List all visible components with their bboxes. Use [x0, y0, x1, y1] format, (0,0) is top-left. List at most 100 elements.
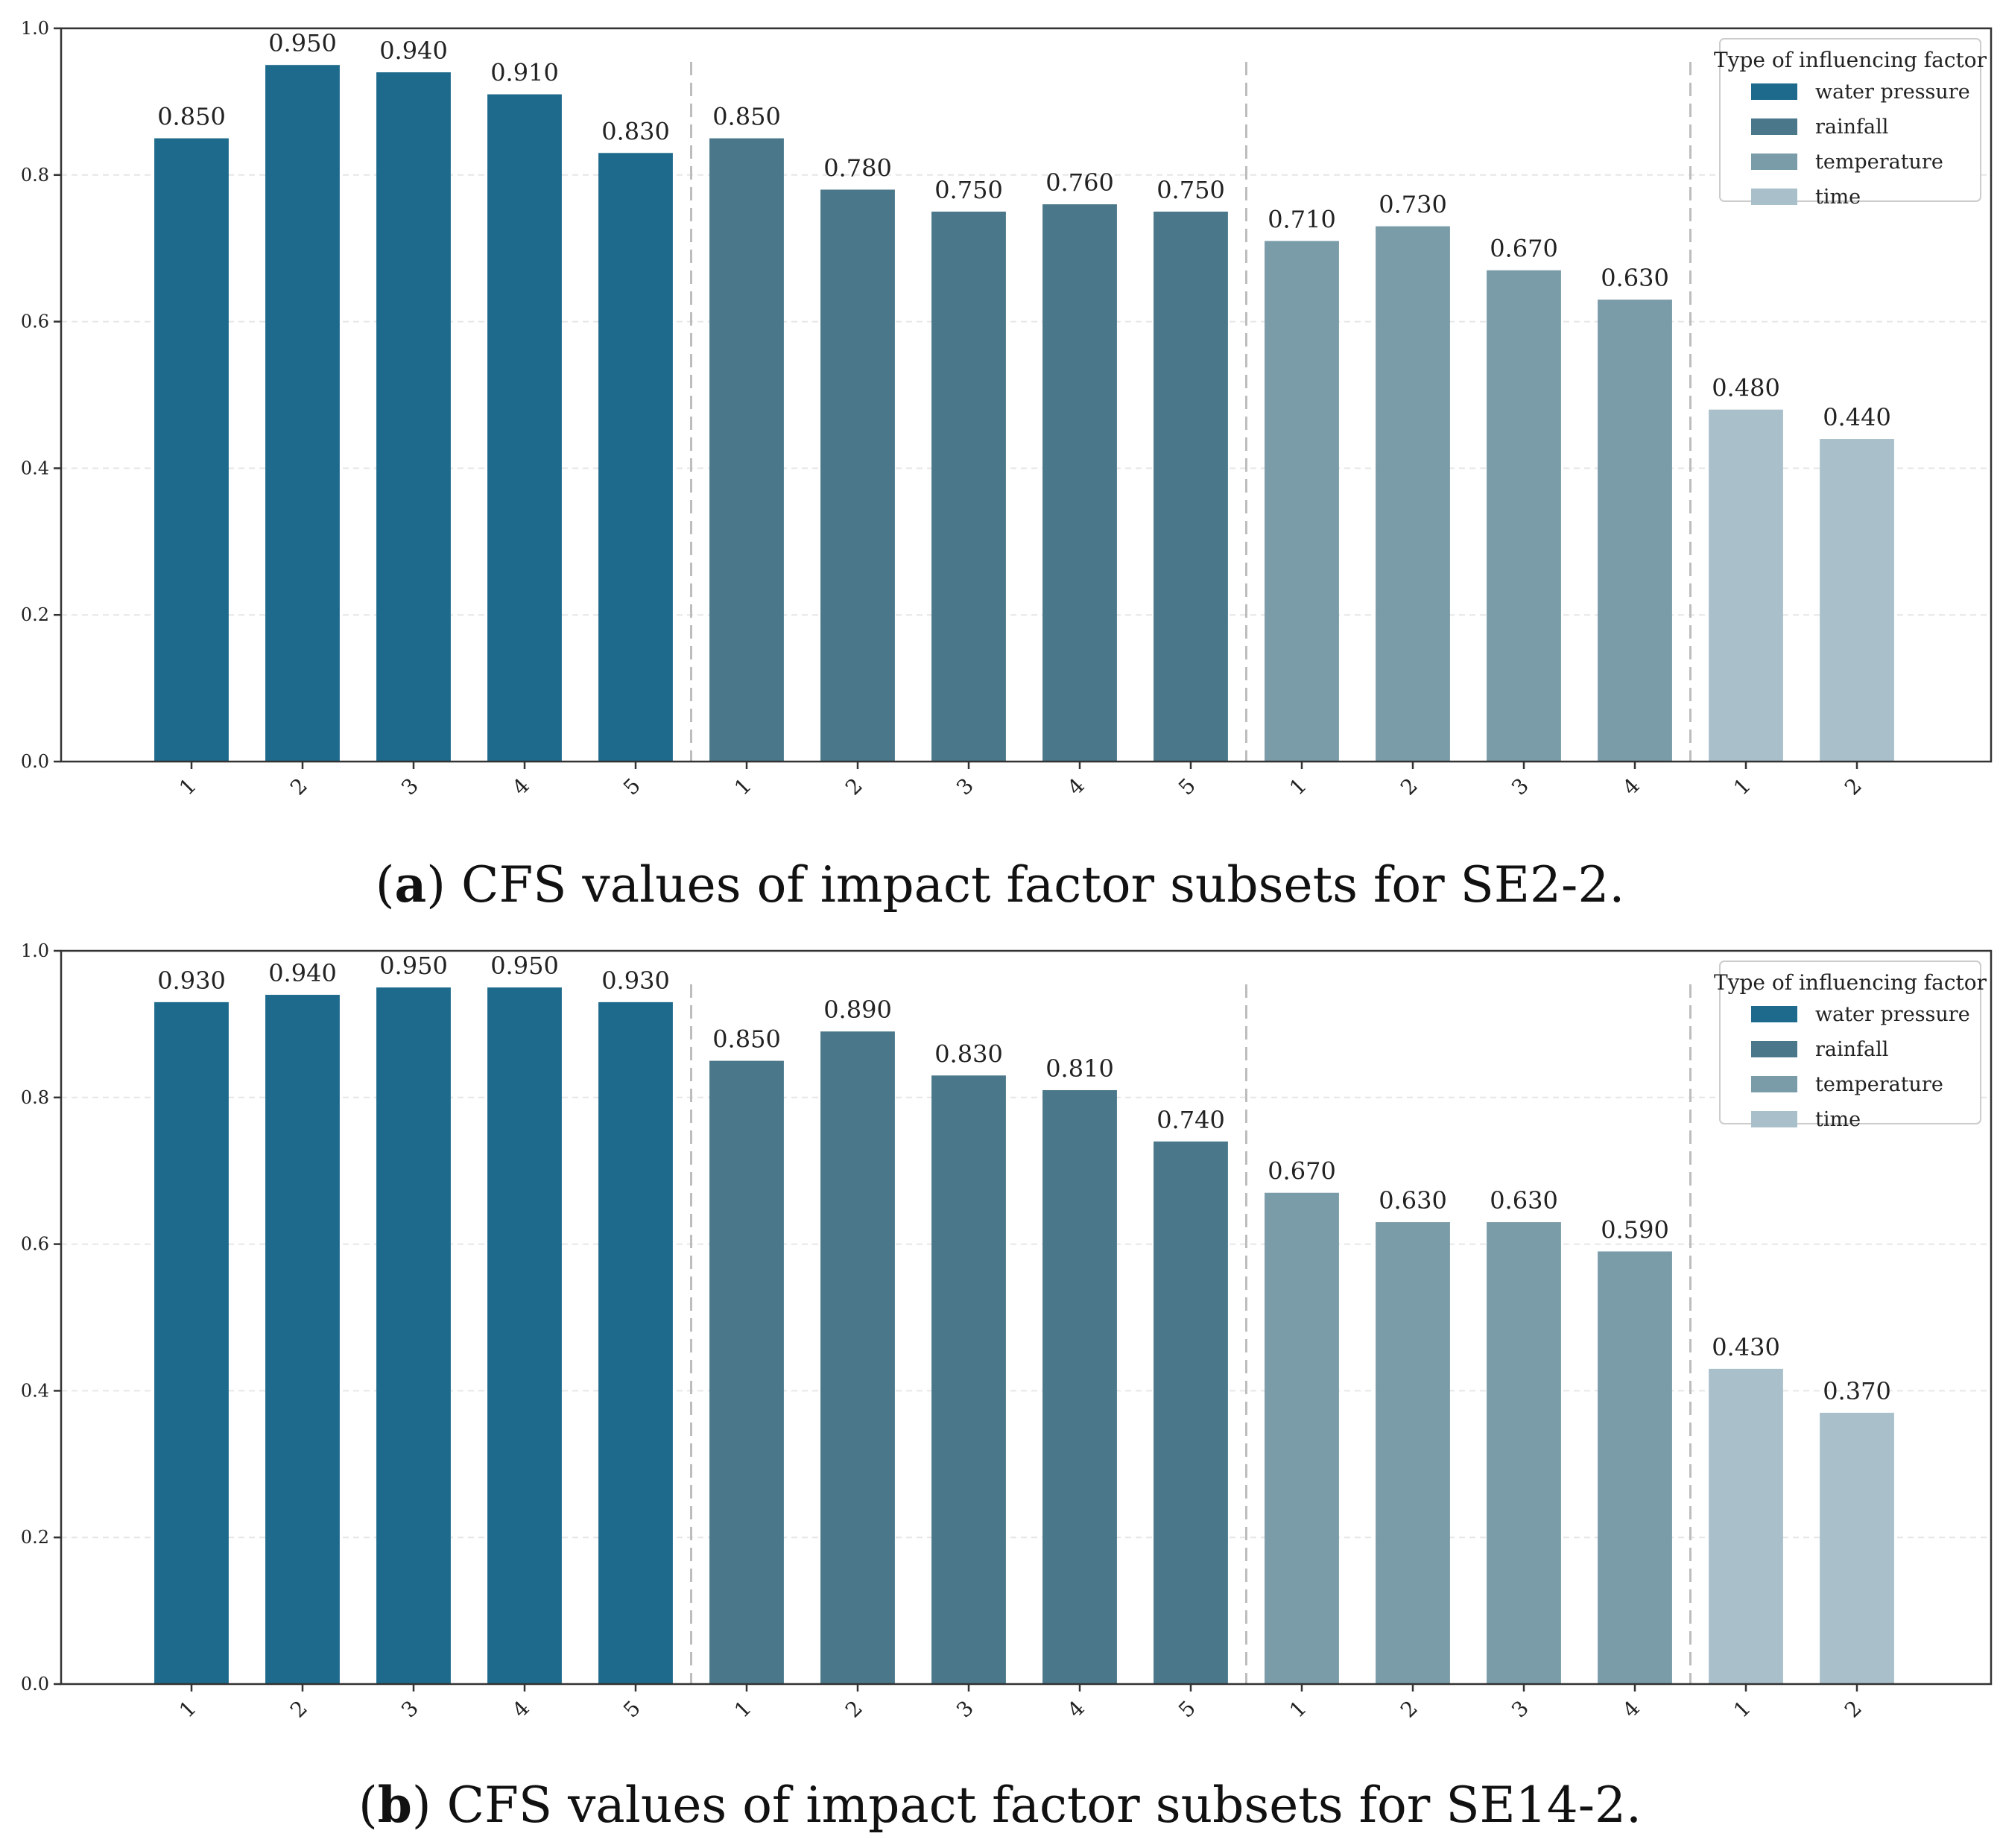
bar [1487, 270, 1561, 762]
data-label: 0.750 [1156, 176, 1225, 204]
legend-swatch [1751, 1076, 1797, 1092]
x-tick-label: 1 [174, 773, 201, 800]
y-tick-label: 0.8 [21, 1087, 49, 1108]
legend-title: Type of influencing factor [1714, 48, 1987, 72]
data-label: 0.630 [1379, 1186, 1447, 1215]
bar [376, 987, 451, 1684]
chart-panel-a: 0.850 1 0.950 2 0.940 3 0.910 4 0.830 5 0.850 1 0.78… [21, 18, 1993, 914]
x-tick-label: 2 [285, 773, 312, 800]
data-label: 0.850 [712, 103, 781, 131]
bar [709, 1060, 784, 1684]
bar [820, 1031, 895, 1684]
caption-letter: a [394, 855, 426, 914]
caption-paren: ( [358, 1776, 378, 1834]
x-tick-label: 5 [1174, 773, 1200, 800]
x-tick-label: 5 [618, 1696, 645, 1723]
legend-swatch [1751, 118, 1797, 135]
legend-item: water pressure [1815, 1003, 1970, 1026]
data-label: 0.950 [268, 29, 337, 57]
bar [1265, 1192, 1339, 1684]
y-tick-label: 0.4 [21, 458, 49, 478]
x-tick-label: 3 [1507, 773, 1534, 800]
bar [487, 94, 562, 762]
data-label: 0.940 [379, 37, 448, 65]
legend-item: time [1815, 186, 1861, 209]
bar [1376, 226, 1450, 762]
data-label: 0.670 [1268, 1157, 1336, 1186]
bar [154, 1001, 229, 1684]
x-tick-label: 1 [730, 773, 756, 800]
data-label: 0.850 [712, 1025, 781, 1054]
data-label: 0.850 [157, 103, 226, 131]
bar [1487, 1222, 1561, 1684]
bar [1042, 204, 1117, 762]
bar [820, 189, 895, 762]
data-label: 0.750 [934, 176, 1003, 204]
data-label: 0.630 [1490, 1186, 1558, 1215]
x-tick-label: 2 [1396, 1696, 1423, 1723]
x-tick-label: 2 [841, 773, 867, 800]
caption-letter: b [378, 1776, 412, 1834]
legend-swatch [1751, 1006, 1797, 1022]
x-tick-label: 4 [1618, 773, 1645, 800]
y-tick-label: 0.0 [21, 751, 49, 772]
data-label: 0.440 [1823, 403, 1891, 431]
x-tick-label: 3 [952, 1696, 978, 1723]
legend-swatch [1751, 1041, 1797, 1057]
bar [1709, 409, 1783, 762]
legend-title: Type of influencing factor [1714, 970, 1987, 995]
data-label: 0.830 [934, 1040, 1003, 1068]
x-tick-label: 4 [507, 1696, 534, 1723]
x-tick-label: 2 [1840, 1696, 1867, 1723]
figure-caption: (b) CFS values of impact factor subsets … [358, 1776, 1642, 1834]
legend-item: rainfall [1815, 1038, 1888, 1061]
bar [265, 995, 340, 1684]
x-tick-label: 1 [1285, 773, 1311, 800]
data-label: 0.810 [1045, 1054, 1114, 1083]
bar [376, 72, 451, 762]
data-label: 0.630 [1601, 264, 1669, 292]
legend-item: time [1815, 1108, 1861, 1131]
bar [1598, 1251, 1672, 1684]
bar [1154, 212, 1228, 762]
x-tick-label: 3 [396, 1696, 423, 1723]
x-tick-label: 1 [174, 1696, 201, 1723]
bar [598, 1001, 673, 1684]
legend: Type of influencing factor water pressure… [1714, 961, 1987, 1131]
x-tick-label: 2 [1396, 773, 1423, 800]
bar [265, 65, 340, 762]
x-tick-label: 1 [1729, 1696, 1756, 1723]
x-tick-label: 2 [285, 1696, 312, 1723]
bar [1154, 1141, 1228, 1684]
legend-swatch [1751, 189, 1797, 205]
y-tick-label: 0.0 [21, 1674, 49, 1694]
data-label: 0.830 [601, 117, 670, 145]
x-tick-label: 4 [1618, 1696, 1645, 1723]
legend-item: temperature [1815, 1073, 1943, 1096]
x-tick-label: 3 [952, 773, 978, 800]
bar [1820, 1412, 1894, 1684]
data-label: 0.780 [823, 154, 892, 182]
y-tick-label: 0.4 [21, 1380, 49, 1401]
bar [709, 138, 784, 762]
y-tick-label: 1.0 [21, 18, 49, 39]
bar [1042, 1089, 1117, 1684]
data-label: 0.930 [157, 966, 226, 995]
x-tick-label: 1 [730, 1696, 756, 1723]
data-label: 0.950 [490, 952, 559, 980]
x-tick-label: 3 [1507, 1696, 1534, 1723]
data-label: 0.730 [1379, 191, 1447, 219]
data-label: 0.590 [1601, 1215, 1669, 1244]
bar [487, 987, 562, 1684]
y-tick-label: 0.2 [21, 1527, 49, 1548]
x-tick-label: 2 [1840, 773, 1867, 800]
caption-paren: ( [376, 856, 395, 914]
bar [931, 212, 1006, 762]
bar [1709, 1368, 1783, 1684]
y-tick-label: 0.6 [21, 311, 49, 332]
axes-frame [60, 949, 1993, 1686]
bar [1820, 439, 1894, 762]
data-label: 0.710 [1268, 205, 1336, 233]
x-tick-label: 4 [507, 773, 534, 800]
